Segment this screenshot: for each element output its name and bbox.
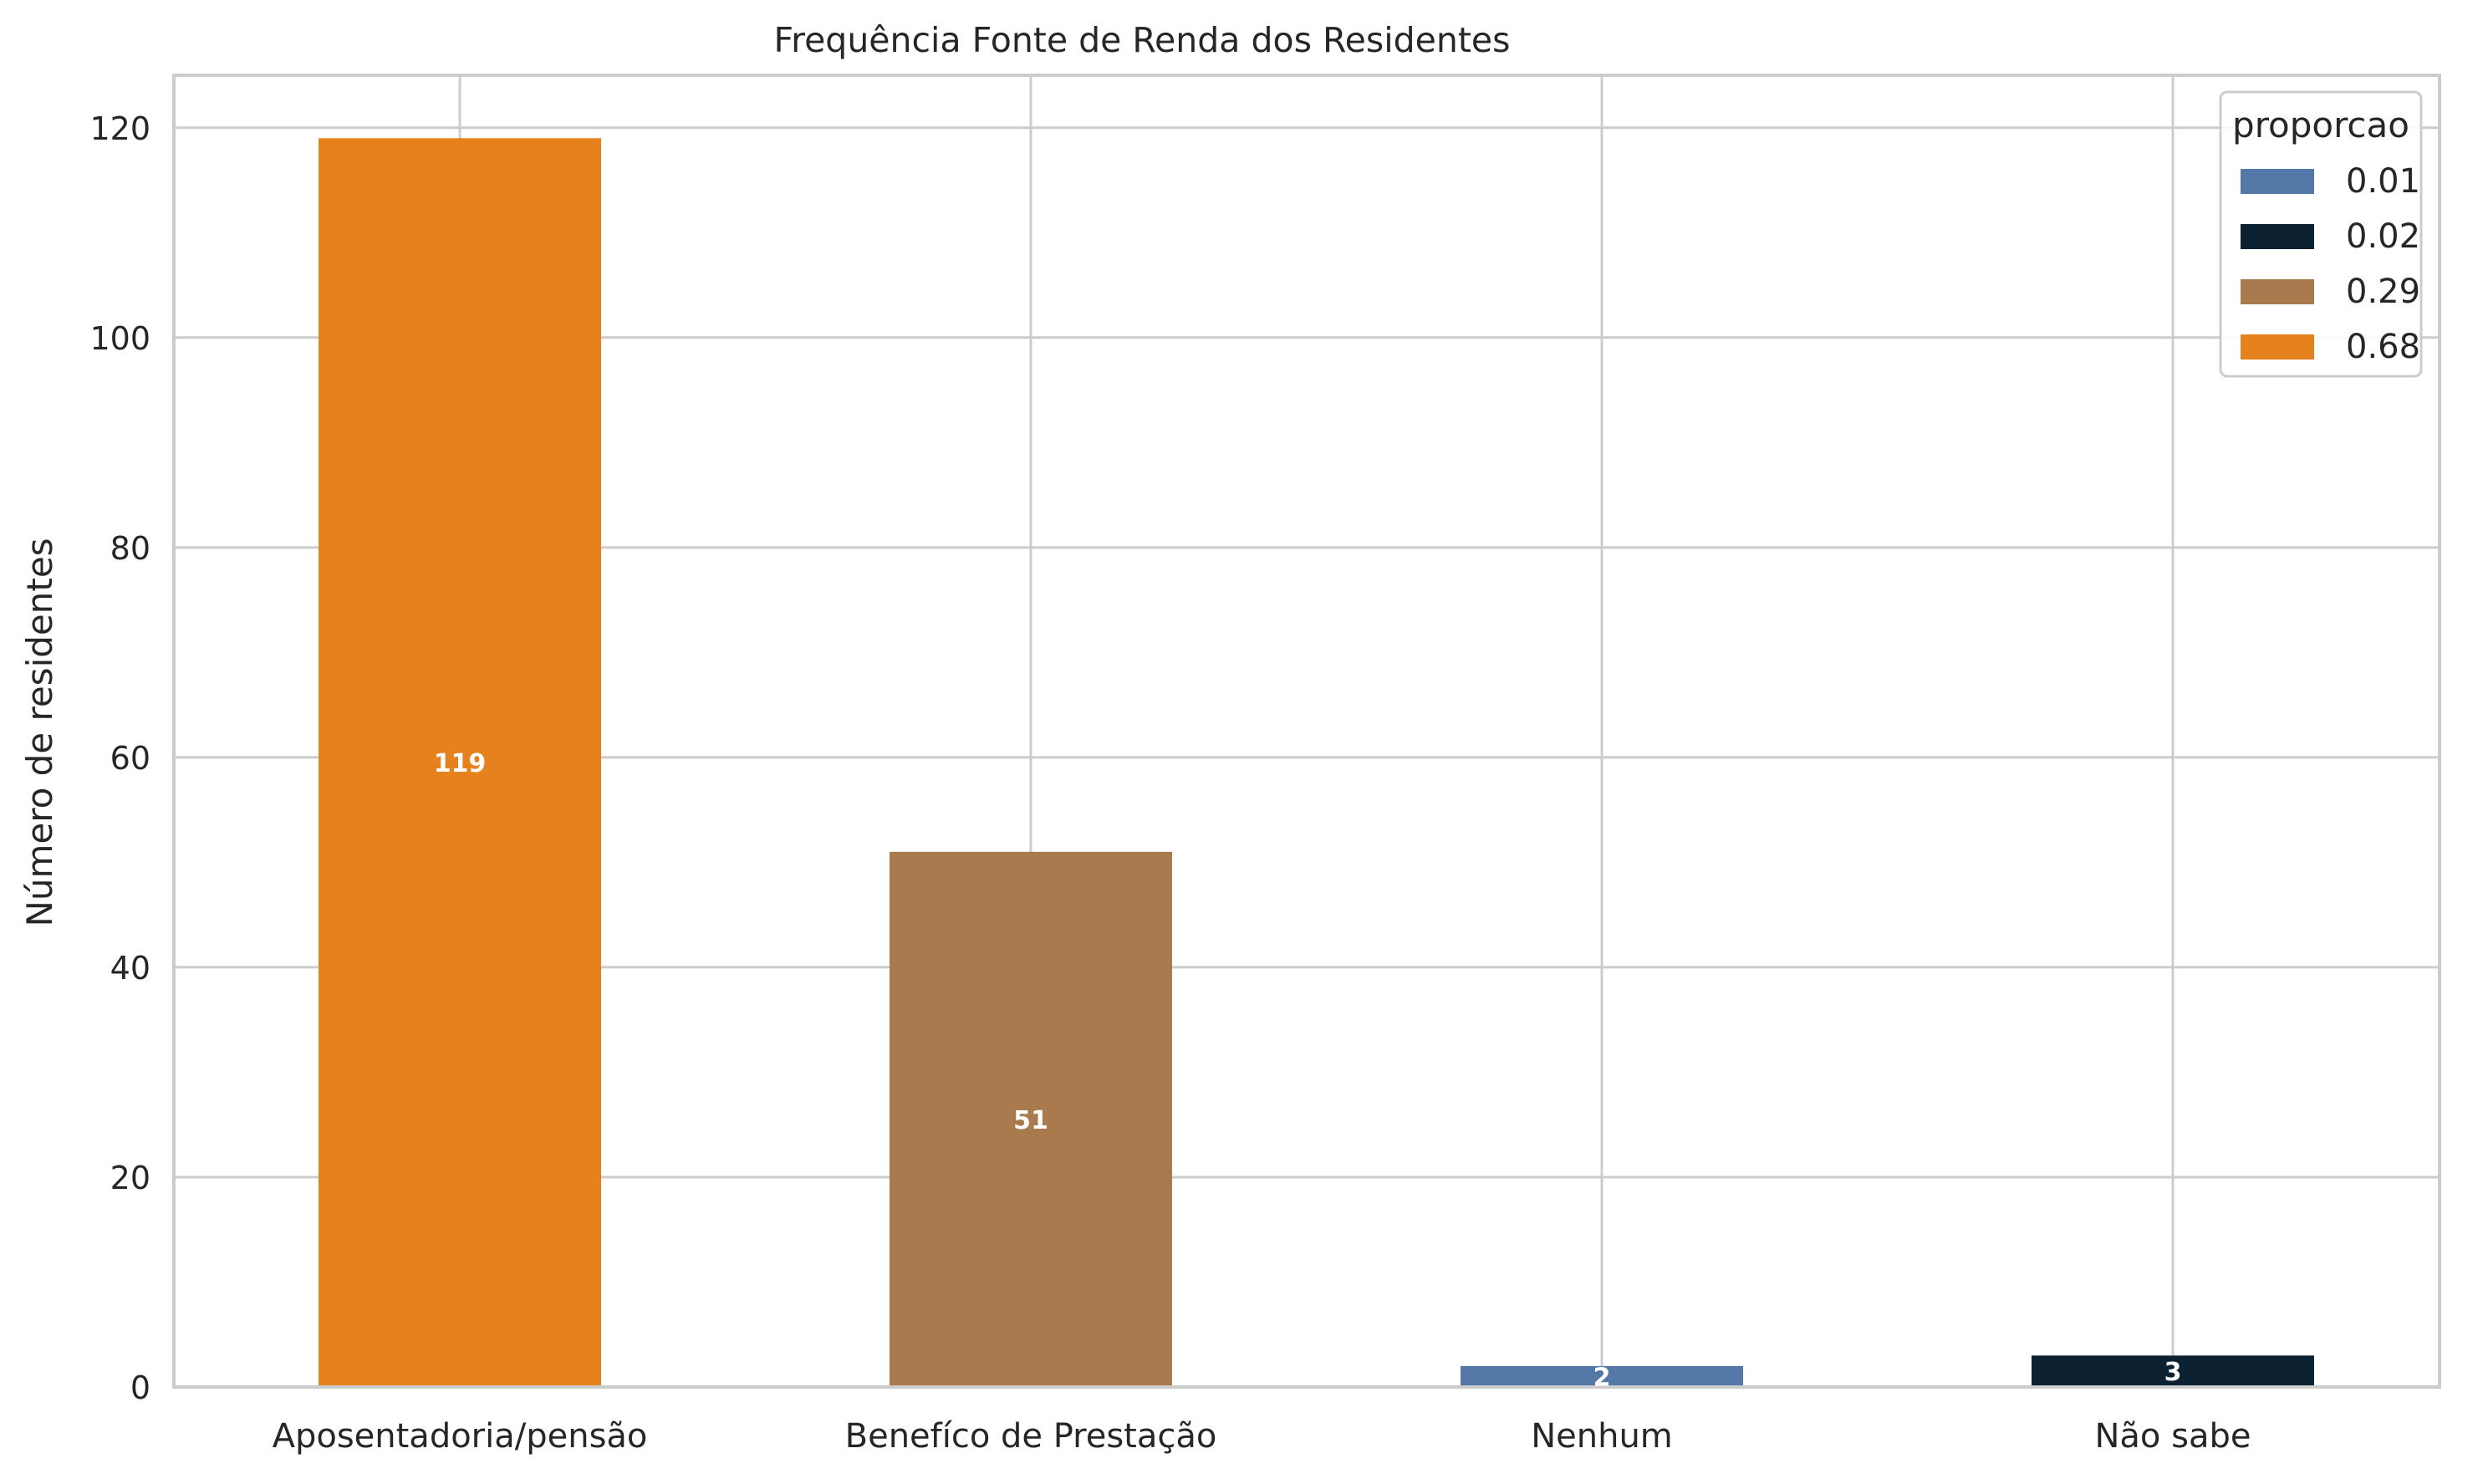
bar-value-label: 2 [1593, 1363, 1611, 1392]
x-tick-label: Aposentadoria/pensão [273, 1417, 648, 1456]
plot-frame [172, 74, 2441, 1389]
y-tick-label: 80 [110, 530, 150, 567]
y-axis-title: Número de residentes [19, 538, 60, 926]
legend-swatch [2241, 279, 2314, 304]
legend-swatch [2241, 224, 2314, 249]
legend: proporcao 0.01 0.02 0.29 0.68 [2219, 90, 2423, 378]
bar-value-label: 51 [1013, 1106, 1048, 1135]
bar [890, 851, 1172, 1387]
y-tick-label: 120 [89, 110, 150, 147]
legend-title: proporcao [2232, 105, 2409, 145]
bar [319, 138, 601, 1387]
axes-frame [172, 74, 2441, 1389]
legend-label: 0.68 [2346, 328, 2420, 366]
x-tick-label: Não sabe [2095, 1417, 2251, 1456]
bar-value-label: 119 [434, 749, 487, 778]
x-tick-label: Nenhum [1531, 1417, 1673, 1456]
bars-layer [319, 138, 2314, 1387]
y-tick-label: 20 [110, 1160, 150, 1196]
y-tick-label: 40 [110, 950, 150, 987]
labels-layer: 0 20 40 60 80 100 120 Aposentadoria/pensão Benef… [89, 110, 2251, 1456]
y-tick-label: 60 [110, 740, 150, 777]
legend-label: 0.01 [2346, 162, 2420, 201]
x-tick-label: Benefíco de Prestação [845, 1417, 1217, 1456]
legend-swatch [2241, 169, 2314, 194]
bar [1461, 1365, 1743, 1387]
y-tick-label: 0 [130, 1369, 150, 1406]
bar-value-label: 3 [2164, 1358, 2182, 1387]
y-tick-label: 100 [89, 320, 150, 357]
legend-swatch [2241, 334, 2314, 360]
bar [2032, 1355, 2314, 1387]
legend-box [2219, 90, 2423, 378]
legend-label: 0.29 [2346, 273, 2420, 311]
legend-label: 0.02 [2346, 217, 2420, 256]
chart-title: Frequência Fonte de Renda dos Residentes [774, 20, 1511, 60]
